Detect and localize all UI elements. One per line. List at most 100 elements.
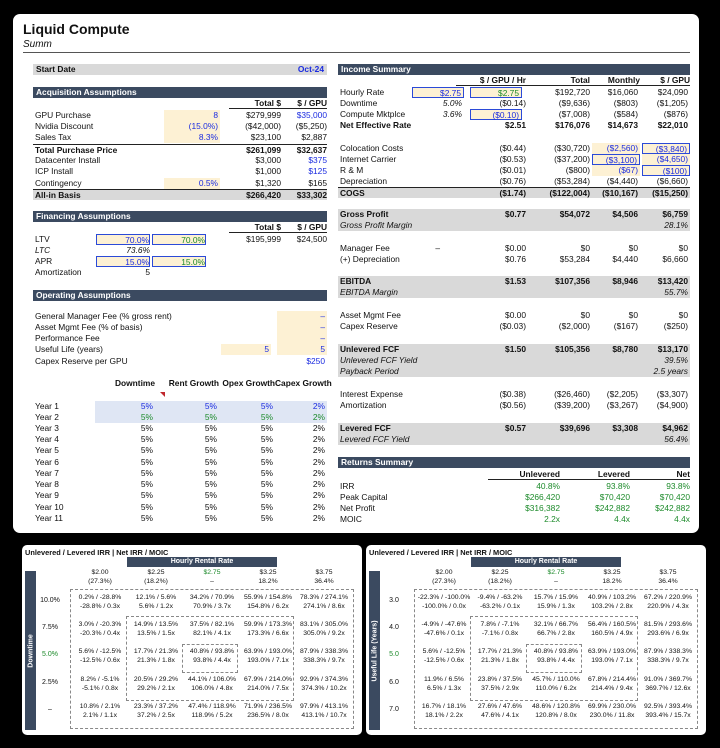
apr-input-b[interactable]: 15.0%: [152, 256, 206, 267]
income-row-input[interactable]: –: [435, 243, 440, 253]
ops-row-value[interactable]: –: [277, 333, 327, 344]
sens-col-rate: $2.75: [203, 569, 221, 576]
year-cell: 5%: [140, 423, 153, 433]
year-cell: 5%: [140, 457, 153, 467]
income-row-pergpu: $6,759: [662, 209, 688, 219]
income-row-gpuhr[interactable]: $2.75: [470, 87, 522, 98]
sens-cell-top: 69.9% / 230.0%: [588, 703, 636, 710]
income-row-monthly: $0: [628, 243, 638, 253]
amortization-value[interactable]: 5: [145, 267, 150, 277]
sens-col-pct: 18.2%: [602, 578, 622, 585]
returns-levered: 93.8%: [606, 481, 630, 491]
income-row-mgr: Manager Fee – $0.00 $0 $0 $0: [338, 243, 690, 254]
income-row-monthly[interactable]: ($67): [592, 165, 640, 176]
sens-row-header: 3.0: [389, 597, 399, 604]
sens-cell-top: 87.9% / 338.3%: [644, 648, 692, 655]
returns-levered: $70,420: [599, 492, 630, 502]
ops-row: Useful Life (years) 5 5: [33, 344, 327, 355]
apr-row: APR 15.0% 15.0%: [33, 256, 327, 267]
income-row-input[interactable]: 3.6%: [442, 109, 462, 119]
acq-row-label: ICP Install: [35, 166, 74, 176]
acq-row: All-in Basis $266,420 $33,302: [33, 189, 327, 200]
income-row-downtime: Downtime 5.0% ($0.14) ($9,636) ($803) ($1,205…: [338, 98, 690, 109]
ops-row-value[interactable]: –: [277, 311, 327, 322]
sens-cell-top: 47.4% / 118.9%: [188, 703, 236, 710]
sensitivity-life-panel: Unlevered / Levered IRR | Net IRR / MOIC…: [366, 545, 706, 735]
year-cell[interactable]: 2%: [275, 412, 327, 423]
income-row-int: Interest Expense ($0.38) ($26,460) ($2,205)…: [338, 389, 690, 400]
acq-row: Sales Tax 8.3% $23,100 $2,887: [33, 132, 327, 143]
acq-row: Contingency 0.5% $1,320 $165: [33, 178, 327, 189]
year-label: Year 11: [35, 513, 63, 523]
sens-cell-bottom: -63.2% / 0.1x: [479, 603, 521, 610]
year-cell[interactable]: 5%: [155, 401, 219, 412]
inc-col-total: Total: [526, 75, 590, 86]
sens-row-header: 7.0: [389, 706, 399, 713]
year-cell: 5%: [204, 502, 217, 512]
income-row-input[interactable]: $2.75: [412, 87, 464, 98]
sens-cell-top: 78.3% / 274.1%: [300, 594, 348, 601]
ops-row-value[interactable]: $250: [306, 356, 325, 366]
sens-cell-top: -9.4% / -63.2%: [477, 594, 523, 601]
sens-row-header: 10.0%: [40, 597, 60, 604]
year-label: Year 5: [35, 445, 59, 455]
year-row: Year 6 5% 5% 5% 2%: [33, 457, 327, 468]
acq-row-input[interactable]: (15.0%): [164, 121, 220, 132]
financing-header: Financing Assumptions: [33, 211, 327, 222]
income-row-pergpu: $0: [678, 310, 688, 320]
acq-row-total: $3,000: [255, 155, 281, 165]
income-row-lfcf: Levered FCF $0.57 $39,696 $3,308 $4,962: [338, 423, 690, 434]
income-row-gpuhr[interactable]: ($0.10): [470, 109, 522, 120]
income-row-pergpu[interactable]: ($4,650): [642, 154, 690, 165]
income-row-input[interactable]: 5.0%: [442, 98, 462, 108]
sens-cell-bottom: 305.0% / 9.2x: [303, 630, 345, 637]
year-cell[interactable]: 5%: [95, 401, 155, 412]
year-cell: 2%: [312, 445, 325, 455]
year-cell: 2%: [312, 457, 325, 467]
income-row-gpuhr: $2.51: [505, 120, 526, 130]
acq-row-label: Total Purchase Price: [35, 145, 118, 155]
sens-cell-bottom: 6.5% / 1.3x: [426, 685, 461, 692]
ltv-input-b[interactable]: 70.0%: [152, 234, 206, 245]
sens-row-header: –: [48, 706, 52, 713]
income-row-gpm: Gross Profit Margin 28.1%: [338, 220, 690, 231]
sens-life-axis: Useful Life (Years): [369, 571, 380, 730]
sens-row-header: 4.0: [389, 624, 399, 631]
income-row-capex: Capex Reserve ($0.03) ($2,000) ($167) ($250): [338, 321, 690, 332]
income-row-monthly: ($167): [613, 321, 638, 331]
income-row-monthly[interactable]: ($2,560): [592, 143, 640, 154]
ops-row-value[interactable]: 5: [277, 344, 327, 355]
sens-cell-top: 23.3% / 37.2%: [133, 703, 179, 710]
income-row-pergpu: ($3,307): [656, 389, 688, 399]
sens-cell-top: 15.7% / 15.9%: [533, 594, 579, 601]
year-cell[interactable]: 5%: [95, 412, 155, 423]
acq-row-input[interactable]: 0.5%: [164, 178, 220, 189]
acq-row-total: $1,000: [255, 166, 281, 176]
income-row-total: ($53,284): [554, 176, 590, 186]
income-row-pergpu: $24,090: [657, 87, 688, 97]
returns-row: Net Profit $316,382 $242,882 $242,882: [338, 503, 690, 514]
year-row: Year 1 5% 5% 5% 2%: [33, 401, 327, 412]
apr-input-a[interactable]: 15.0%: [96, 256, 150, 267]
acq-row-pergpu: $165: [308, 178, 327, 188]
sens-cell-top: 40.9% / 103.2%: [588, 594, 636, 601]
growth-col-headers: Downtime Rent Growth Opex Growth Capex G…: [33, 378, 332, 389]
acq-row-input[interactable]: 8: [164, 110, 220, 121]
year-cell[interactable]: 5%: [155, 412, 219, 423]
year-cell[interactable]: 2%: [275, 401, 327, 412]
ops-row-value[interactable]: –: [277, 322, 327, 333]
income-row-pergpu: ($1,205): [656, 98, 688, 108]
income-row-pergpu[interactable]: ($100): [642, 165, 690, 176]
acq-row-input[interactable]: 8.3%: [164, 132, 220, 143]
income-row-label: Gross Profit Margin: [340, 220, 413, 230]
sens-col-pct: (18.2%): [488, 578, 512, 585]
year-cell[interactable]: 5%: [219, 412, 275, 423]
income-row-pergpu: ($6,660): [656, 176, 688, 186]
sens-col-rate: $2.75: [547, 569, 565, 576]
ltv-input-a[interactable]: 70.0%: [96, 234, 150, 245]
income-row-monthly[interactable]: ($3,100): [592, 154, 640, 165]
start-date-value[interactable]: Oct-24: [297, 64, 324, 74]
income-row-pergpu[interactable]: ($3,840): [642, 143, 690, 154]
ops-row-input-a[interactable]: 5: [221, 344, 271, 355]
year-cell[interactable]: 5%: [219, 401, 275, 412]
